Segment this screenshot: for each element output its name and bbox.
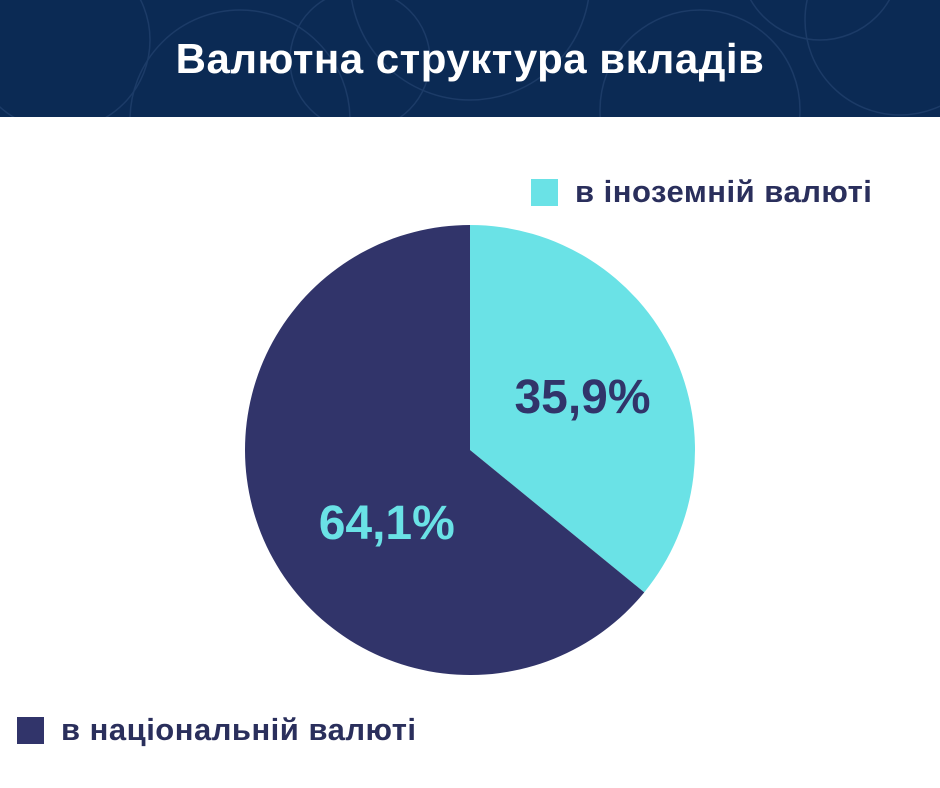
legend-swatch-national [17, 716, 44, 744]
legend-item-foreign: в іноземній валюті [531, 174, 872, 210]
legend-label-foreign: в іноземній валюті [575, 174, 873, 209]
legend-item-national: в національній валюті [17, 712, 417, 748]
page-title: Валютна структура вкладів [175, 35, 765, 82]
pie-slice-foreign [470, 225, 696, 593]
pie-label-foreign: 35,9% [514, 371, 650, 424]
pie-label-national: 64,1% [319, 497, 455, 550]
pie-slice-national [245, 225, 645, 675]
header-banner: Валютна структура вкладів [0, 0, 940, 117]
header-pattern [0, 0, 940, 117]
legend-label-national: в національній валюті [61, 712, 417, 747]
legend-swatch-foreign [531, 178, 558, 206]
